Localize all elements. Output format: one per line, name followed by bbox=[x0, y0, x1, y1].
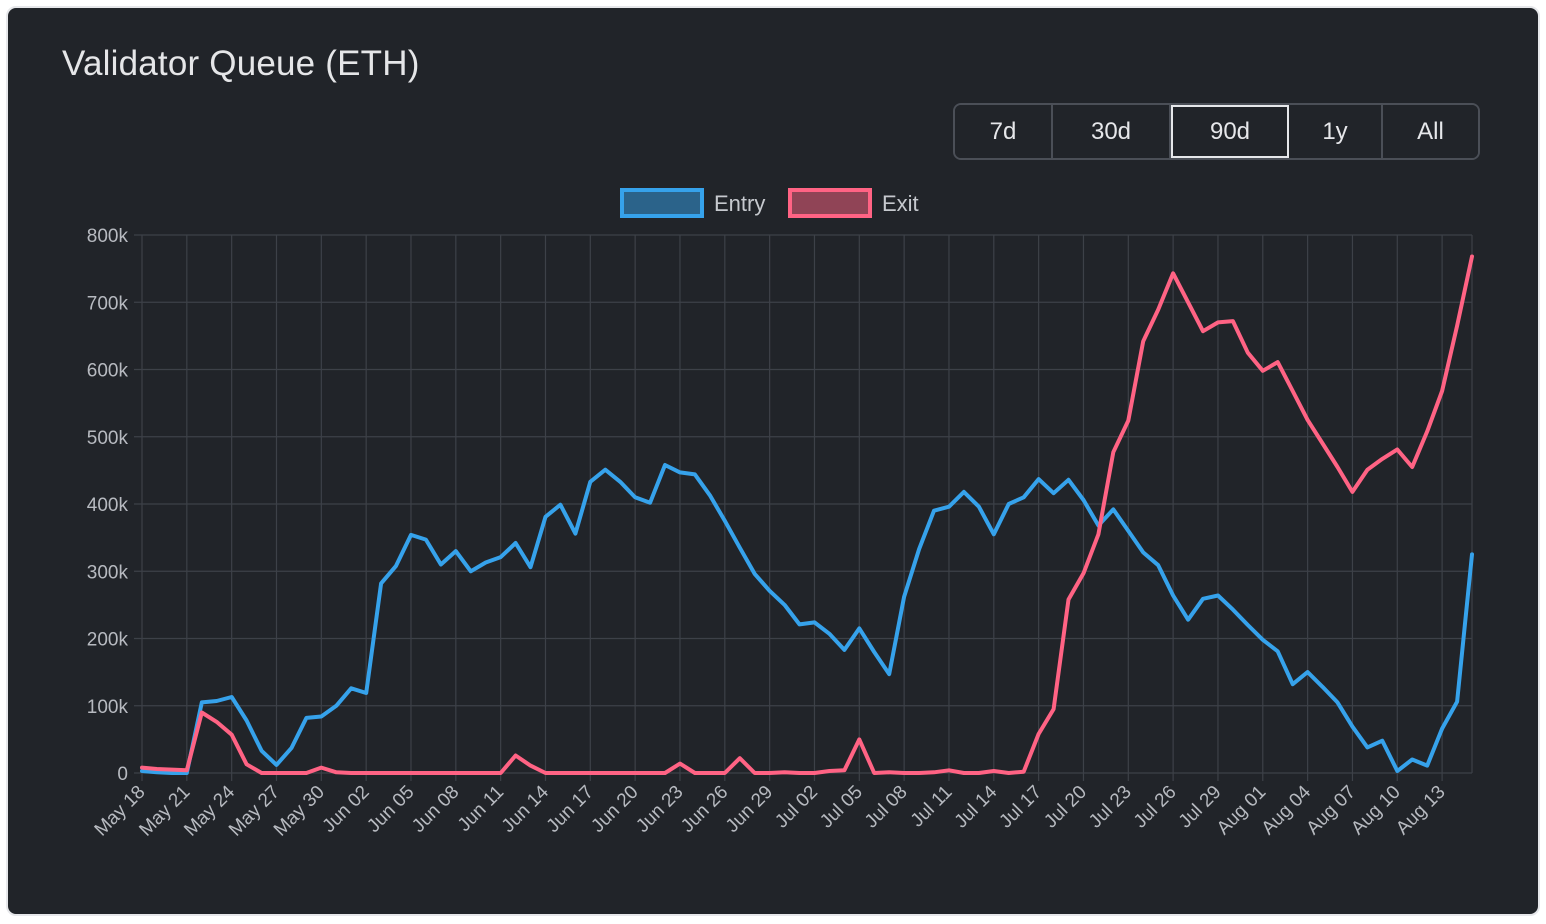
x-tick-label: Jun 17 bbox=[543, 782, 598, 837]
x-tick-label: Jun 23 bbox=[632, 782, 687, 837]
x-tick-label: Aug 04 bbox=[1258, 781, 1316, 839]
x-tick-label: Jul 11 bbox=[907, 782, 957, 832]
legend-entry[interactable]: Entry bbox=[620, 188, 765, 218]
y-axis-ticks: 0 100k 200k 300k 400k 500k 600k 700k 800k bbox=[87, 226, 129, 785]
x-tick-label: Aug 07 bbox=[1303, 782, 1360, 839]
x-tick-label: Jun 11 bbox=[454, 782, 508, 836]
x-tick-label: Jun 08 bbox=[408, 782, 463, 837]
x-tick-label: Aug 10 bbox=[1347, 782, 1404, 839]
y-tick-label: 800k bbox=[87, 226, 129, 247]
legend-entry-swatch bbox=[620, 188, 704, 218]
x-tick-label: Jul 14 bbox=[951, 781, 1002, 832]
x-tick-label: Aug 13 bbox=[1392, 782, 1449, 839]
page-title: Validator Queue (ETH) bbox=[62, 44, 420, 83]
legend-exit-label: Exit bbox=[882, 191, 919, 216]
series-line-exit bbox=[140, 254, 1474, 775]
range-30d-button[interactable]: 30d bbox=[1053, 105, 1171, 158]
x-tick-label: May 30 bbox=[270, 782, 329, 841]
x-tick-label: Jul 05 bbox=[816, 782, 867, 833]
y-tick-label: 700k bbox=[87, 293, 129, 314]
legend: Entry Exit bbox=[620, 188, 919, 218]
legend-exit-swatch bbox=[788, 188, 872, 218]
x-tick-label: Jul 26 bbox=[1130, 782, 1181, 833]
x-tick-label: Jul 17 bbox=[995, 782, 1046, 833]
range-7d-button[interactable]: 7d bbox=[955, 105, 1053, 158]
y-tick-label: 600k bbox=[87, 361, 129, 382]
range-all-button[interactable]: All bbox=[1383, 105, 1478, 158]
range-1y-button[interactable]: 1y bbox=[1289, 105, 1383, 158]
series-line-entry bbox=[140, 463, 1474, 775]
x-tick-label: Jul 08 bbox=[861, 782, 912, 833]
x-tick-label: Aug 01 bbox=[1213, 782, 1270, 839]
y-tick-label: 200k bbox=[87, 630, 129, 651]
x-tick-label: Jul 02 bbox=[771, 782, 822, 833]
legend-exit[interactable]: Exit bbox=[788, 188, 919, 218]
x-tick-label: Jul 20 bbox=[1040, 782, 1091, 833]
y-tick-label: 500k bbox=[87, 428, 129, 449]
series-lines bbox=[140, 254, 1474, 775]
x-tick-label: Jul 23 bbox=[1085, 782, 1136, 833]
chart-grid bbox=[134, 234, 1473, 781]
x-tick-label: Jun 05 bbox=[363, 782, 418, 837]
time-range-selector: 7d 30d 90d 1y All bbox=[953, 103, 1480, 160]
legend-entry-label: Entry bbox=[714, 191, 765, 216]
y-tick-label: 400k bbox=[87, 495, 129, 516]
y-tick-label: 100k bbox=[87, 697, 129, 718]
x-tick-label: Jun 02 bbox=[319, 782, 374, 837]
x-tick-label: Jun 26 bbox=[677, 782, 732, 837]
y-tick-label: 0 bbox=[117, 764, 128, 785]
x-tick-label: Jun 14 bbox=[498, 781, 553, 836]
x-tick-label: Jun 20 bbox=[587, 782, 642, 837]
y-tick-label: 300k bbox=[87, 562, 129, 583]
x-tick-label: Jun 29 bbox=[722, 782, 777, 837]
range-90d-button[interactable]: 90d bbox=[1171, 105, 1289, 158]
